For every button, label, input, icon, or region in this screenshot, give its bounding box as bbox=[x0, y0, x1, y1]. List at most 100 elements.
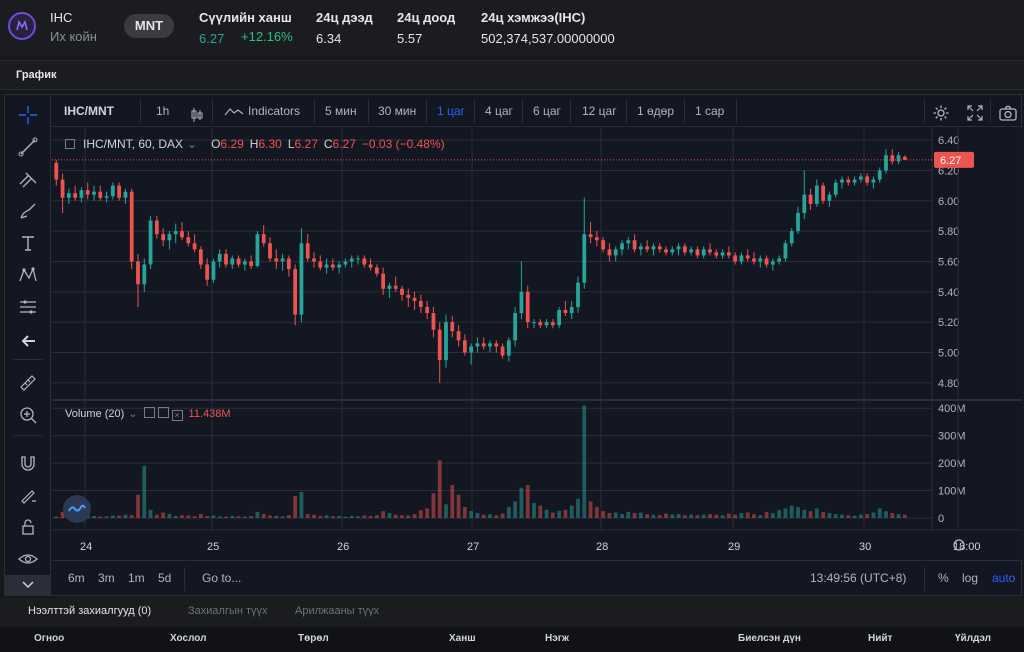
volume-legend-dropdown-icon[interactable]: ⌄ bbox=[128, 408, 138, 420]
tradingview-logo-icon[interactable] bbox=[63, 495, 91, 523]
candle-body bbox=[714, 252, 719, 256]
volume-bar bbox=[349, 515, 354, 518]
volume-bar bbox=[148, 509, 153, 518]
interval-button[interactable]: 1h bbox=[156, 104, 170, 118]
symbol-button[interactable]: IHC/MNT bbox=[64, 104, 114, 118]
column-filled: Биелсэн дүн bbox=[738, 633, 801, 644]
candle-body bbox=[180, 231, 184, 238]
volume-bar bbox=[664, 513, 668, 518]
magnet-icon[interactable] bbox=[14, 449, 42, 477]
volume-bar bbox=[840, 514, 844, 518]
toolbar-divider bbox=[684, 99, 685, 123]
volume-bar bbox=[418, 510, 423, 518]
legend-collapse-icon[interactable] bbox=[65, 139, 75, 149]
percent-scale-toggle[interactable]: % bbox=[938, 571, 949, 585]
tab-order-history[interactable]: Захиалгын түүх bbox=[188, 605, 268, 617]
orders-table-header: Огноо Хослол Төрөл Ханш Нэгж Биелсэн дүн… bbox=[0, 627, 1024, 652]
timezone-clock[interactable]: 13:49:56 (UTC+8) bbox=[810, 571, 907, 585]
volume-legend-settings-icon[interactable] bbox=[157, 407, 169, 418]
volume-value: 502,374,537.00000000 bbox=[481, 31, 615, 46]
legend-low-label: L bbox=[287, 137, 295, 151]
toolbar-divider bbox=[474, 99, 475, 123]
candle-body bbox=[79, 190, 84, 198]
fib-tool-icon[interactable] bbox=[14, 165, 42, 193]
candle-type-icon[interactable] bbox=[190, 103, 204, 122]
low-stat: 24ц доод 5.57 bbox=[397, 10, 455, 46]
range-1m[interactable]: 1m bbox=[128, 571, 145, 585]
candle-body bbox=[173, 231, 178, 235]
zoom-in-icon[interactable] bbox=[14, 401, 42, 429]
camera-icon[interactable] bbox=[998, 102, 1018, 121]
eye-icon[interactable] bbox=[14, 545, 42, 573]
volume-bar bbox=[865, 514, 870, 518]
legend-open-label: O bbox=[211, 137, 221, 151]
volume-bar bbox=[544, 509, 549, 518]
trend-line-icon[interactable] bbox=[14, 133, 42, 161]
candle-body bbox=[60, 179, 65, 198]
volume-axis-tick: 100M bbox=[938, 486, 966, 498]
draw-mode-icon[interactable] bbox=[14, 481, 42, 509]
price-chart[interactable]: 6.40 6.20 6.00 5.80 5.60 5.40 5.20 5.00 4.80 400M… bbox=[52, 128, 1022, 560]
auto-scale-toggle[interactable]: auto bbox=[992, 571, 1016, 585]
timeframe-1h[interactable]: 1 цаг bbox=[437, 104, 465, 118]
time-axis-tick: 27 bbox=[467, 541, 479, 553]
candle-body bbox=[123, 191, 128, 198]
chart-bottom-toolbar: 6m 3m 1m 5d Go to... 13:49:56 (UTC+8) % … bbox=[52, 560, 1022, 595]
volume-bar bbox=[381, 511, 386, 518]
range-3m[interactable]: 3m bbox=[98, 571, 115, 585]
volume-bar bbox=[802, 509, 807, 518]
range-6m[interactable]: 6m bbox=[68, 571, 85, 585]
legend-title: IHC/MNT, 60, DAX bbox=[83, 137, 184, 151]
candle-body bbox=[865, 176, 870, 183]
ruler-icon[interactable] bbox=[14, 369, 42, 397]
timeframe-6h[interactable]: 6 цаг bbox=[533, 104, 561, 118]
timeframe-5m[interactable]: 5 мин bbox=[325, 104, 357, 118]
candle-body bbox=[312, 258, 316, 262]
candle-body bbox=[896, 155, 901, 162]
time-axis-tick: 29 bbox=[728, 541, 740, 553]
candle-body bbox=[104, 196, 109, 198]
candle-body bbox=[211, 261, 216, 280]
legend-dropdown-icon[interactable]: ⌄ bbox=[187, 137, 198, 151]
toolbar-divider bbox=[314, 99, 315, 123]
log-scale-toggle[interactable]: log bbox=[962, 571, 979, 585]
tab-trade-history[interactable]: Арилжааны түүх bbox=[295, 605, 380, 617]
timeframe-1mo[interactable]: 1 сар bbox=[695, 104, 725, 118]
fullscreen-icon[interactable] bbox=[966, 102, 984, 121]
candle-body bbox=[66, 193, 71, 198]
crosshair-icon[interactable] bbox=[14, 101, 42, 129]
goto-date-button[interactable]: Go to... bbox=[202, 571, 242, 585]
settings-gear-icon[interactable] bbox=[932, 102, 950, 121]
timeframe-1d[interactable]: 1 өдөр bbox=[637, 104, 675, 118]
text-tool-icon[interactable] bbox=[14, 229, 42, 257]
volume-bar bbox=[582, 405, 587, 518]
volume-bar bbox=[777, 509, 782, 518]
candle-body bbox=[400, 288, 404, 295]
lock-icon[interactable] bbox=[14, 513, 42, 541]
volume-bar bbox=[110, 515, 115, 518]
tab-open-orders[interactable]: Нээлттэй захиалгууд (0) bbox=[28, 605, 152, 617]
volume-bar bbox=[236, 516, 241, 518]
timeframe-30m[interactable]: 30 мин bbox=[378, 104, 417, 118]
candle-body bbox=[858, 176, 863, 180]
timeframe-12h[interactable]: 12 цаг bbox=[582, 104, 617, 118]
pattern-tool-icon[interactable] bbox=[14, 261, 42, 289]
collapse-toolbar-button[interactable] bbox=[5, 575, 51, 595]
volume-legend-eye-icon[interactable] bbox=[143, 407, 155, 418]
brush-icon[interactable] bbox=[14, 197, 42, 225]
volume-legend-close-icon[interactable]: × bbox=[171, 410, 183, 421]
column-action: Үйлдэл bbox=[955, 633, 992, 644]
candle-body bbox=[349, 258, 354, 262]
candle-body bbox=[381, 273, 386, 289]
volume-bar bbox=[852, 515, 857, 518]
price-axis-tick: 5.80 bbox=[938, 226, 959, 238]
quote-currency-button[interactable]: MNT bbox=[124, 14, 174, 38]
candle-body bbox=[488, 343, 492, 347]
volume-bar bbox=[123, 514, 128, 518]
range-5d[interactable]: 5d bbox=[158, 571, 172, 585]
back-arrow-icon[interactable] bbox=[14, 327, 42, 355]
prediction-tool-icon[interactable] bbox=[14, 293, 42, 321]
indicators-button[interactable]: Indicators bbox=[224, 95, 300, 127]
timeframe-4h[interactable]: 4 цаг bbox=[485, 104, 513, 118]
column-type: Төрөл bbox=[298, 633, 329, 644]
